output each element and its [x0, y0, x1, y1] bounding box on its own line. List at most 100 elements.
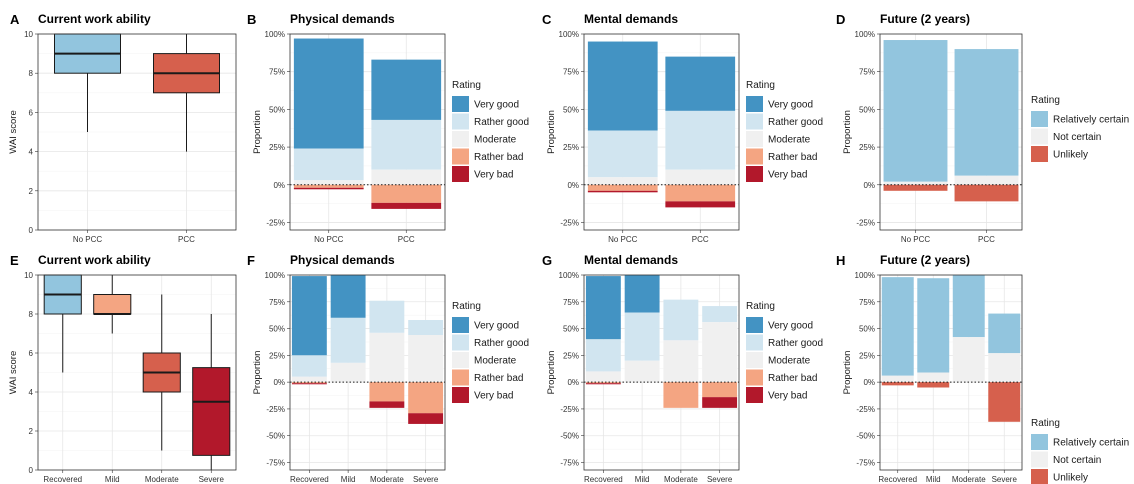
bar-segment — [371, 59, 442, 120]
legend-label: Moderate — [768, 135, 811, 146]
panel-title: Mental demands — [584, 253, 678, 267]
legend-label: Very good — [474, 321, 519, 332]
y-tick-label: -25% — [856, 405, 875, 414]
bar-segment — [369, 382, 405, 402]
bar-segment — [587, 184, 658, 191]
legend-swatch — [1031, 434, 1048, 450]
x-tick-label: PCC — [398, 235, 415, 244]
legend-swatch — [452, 352, 469, 368]
legend-swatch — [452, 148, 469, 165]
legend-label: Very good — [768, 100, 813, 111]
legend-label: Unlikely — [1053, 150, 1088, 161]
legend-label: Rather bad — [768, 373, 817, 384]
legend-swatch — [1031, 451, 1048, 468]
bar-segment — [369, 401, 405, 408]
x-tick-label: Moderate — [952, 475, 986, 484]
bar-segment — [663, 299, 699, 341]
legend-swatch — [746, 148, 763, 165]
y-tick-label: -50% — [560, 432, 579, 441]
bar-segment — [408, 413, 444, 424]
panel-title: Physical demands — [290, 12, 395, 26]
legend-swatch — [1031, 128, 1048, 145]
legend-swatch — [452, 113, 469, 130]
bar-segment — [585, 382, 621, 384]
box-rect — [93, 294, 132, 315]
legend-label: Very good — [474, 100, 519, 111]
y-tick-label: 4 — [29, 148, 34, 157]
bar-segment — [371, 119, 442, 170]
bar-segment — [702, 382, 738, 398]
bar-segment — [585, 371, 621, 383]
bar-segment — [587, 130, 658, 178]
y-axis-title: Proportion — [842, 351, 853, 395]
box-rect — [192, 367, 231, 456]
legend-title: Rating — [746, 80, 775, 91]
x-tick-label: Recovered — [43, 475, 82, 484]
y-tick-label: -50% — [856, 432, 875, 441]
legend-label: Rather bad — [768, 152, 817, 163]
y-tick-label: 50% — [269, 105, 285, 114]
y-tick-label: 0 — [29, 226, 34, 235]
legend-label: Rather bad — [474, 373, 523, 384]
panel-tag: D — [836, 12, 845, 27]
legend-label: Very bad — [768, 170, 807, 181]
legend-swatch — [452, 387, 469, 403]
bar-segment — [624, 360, 660, 383]
legend-swatch — [746, 317, 763, 333]
bar-segment — [624, 312, 660, 361]
x-tick-label: PCC — [692, 235, 709, 244]
bar-segment — [585, 383, 621, 385]
y-tick-label: 75% — [859, 298, 875, 307]
bar-segment — [408, 320, 444, 335]
panel-tag: F — [247, 253, 255, 268]
legend-swatch — [1031, 111, 1048, 127]
panel-D: D Future (2 years) -25% 0% 25% 50% 75% 100% No P… — [836, 12, 1129, 244]
y-tick-label: 0% — [273, 181, 285, 190]
y-tick-label: 0 — [29, 466, 34, 475]
legend: Rating Very good Rather good Moderate Rather… — [746, 80, 823, 182]
legend-swatch — [746, 96, 763, 112]
legend-label: Moderate — [474, 135, 517, 146]
bar-segment — [291, 382, 327, 384]
bar-segment — [702, 306, 738, 323]
bar-segment — [330, 275, 366, 318]
y-tick-label: -25% — [266, 218, 285, 227]
legend: Rating Very good Rather good Moderate Rather… — [746, 301, 823, 403]
y-tick-label: 75% — [269, 68, 285, 77]
legend-label: Very bad — [768, 391, 807, 402]
y-tick-label: 75% — [269, 298, 285, 307]
panel-title: Future (2 years) — [880, 12, 970, 26]
bar-segment — [291, 376, 327, 383]
bar-segment — [371, 184, 442, 203]
panel-tag: E — [10, 253, 19, 268]
legend-swatch — [1031, 146, 1048, 162]
bar-segment — [587, 177, 658, 185]
y-tick-label: 75% — [563, 68, 579, 77]
bar-segment — [293, 184, 364, 188]
bar-segment — [291, 355, 327, 377]
legend-label: Very bad — [474, 170, 513, 181]
panel-title: Future (2 years) — [880, 253, 970, 267]
y-tick-label: 50% — [563, 105, 579, 114]
y-axis-title: Proportion — [546, 110, 557, 154]
bar-segment — [665, 56, 736, 111]
box-1 — [43, 274, 82, 373]
y-tick-label: 8 — [29, 310, 34, 319]
legend-label: Not certain — [1053, 455, 1101, 466]
bar-segment — [369, 332, 405, 383]
y-tick-label: 4 — [29, 388, 34, 397]
bar-segment — [881, 375, 914, 383]
y-tick-label: 0% — [567, 378, 579, 387]
legend-swatch — [746, 387, 763, 403]
y-tick-label: 2 — [29, 187, 34, 196]
y-tick-label: 25% — [859, 143, 875, 152]
y-tick-label: -25% — [266, 405, 285, 414]
x-tick-label: Mild — [926, 475, 941, 484]
bar-segment — [954, 184, 1019, 202]
legend-swatch — [452, 96, 469, 112]
y-tick-label: -25% — [856, 218, 875, 227]
panel-border — [879, 33, 1023, 231]
legend: Rating Very good Rather good Moderate Rather… — [452, 80, 529, 182]
bar-segment — [293, 148, 364, 181]
